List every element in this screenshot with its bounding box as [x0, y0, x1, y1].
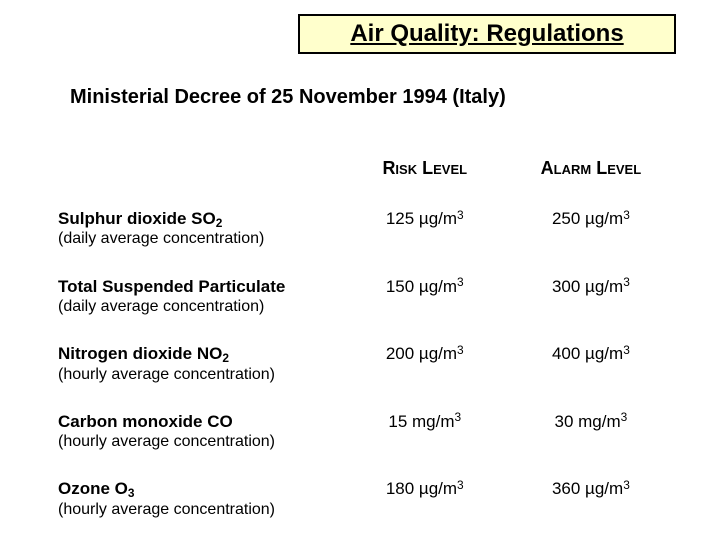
pollutant-name: Nitrogen dioxide NO2: [58, 344, 332, 364]
pollutant-note: (hourly average concentration): [58, 365, 332, 384]
subtitle: Ministerial Decree of 25 November 1994 (…: [70, 86, 506, 109]
alarm-value: 360 µg/m3: [508, 479, 674, 499]
regulations-table: Risk Level Alarm Level Sulphur dioxide S…: [58, 158, 674, 547]
title-box: Air Quality: Regulations: [298, 14, 676, 54]
table-row: Sulphur dioxide SO2(daily average concen…: [58, 209, 674, 249]
header-risk: Risk Level: [342, 158, 508, 179]
pollutant-cell: Nitrogen dioxide NO2(hourly average conc…: [58, 344, 342, 384]
risk-value: 125 µg/m3: [342, 209, 508, 229]
pollutant-note: (hourly average concentration): [58, 500, 332, 519]
alarm-value: 30 mg/m3: [508, 412, 674, 432]
pollutant-name: Sulphur dioxide SO2: [58, 209, 332, 229]
alarm-value: 250 µg/m3: [508, 209, 674, 229]
header-alarm: Alarm Level: [508, 158, 674, 179]
risk-value: 200 µg/m3: [342, 344, 508, 364]
page-title: Air Quality: Regulations: [350, 20, 623, 48]
pollutant-cell: Carbon monoxide CO(hourly average concen…: [58, 412, 342, 452]
risk-value: 180 µg/m3: [342, 479, 508, 499]
pollutant-cell: Sulphur dioxide SO2(daily average concen…: [58, 209, 342, 249]
table-row: Carbon monoxide CO(hourly average concen…: [58, 412, 674, 452]
pollutant-cell: Total Suspended Particulate(daily averag…: [58, 277, 342, 317]
alarm-value: 400 µg/m3: [508, 344, 674, 364]
table-header-row: Risk Level Alarm Level: [58, 158, 674, 179]
pollutant-name: Ozone O3: [58, 479, 332, 499]
risk-value: 15 mg/m3: [342, 412, 508, 432]
pollutant-cell: Ozone O3(hourly average concentration): [58, 479, 342, 519]
pollutant-note: (hourly average concentration): [58, 432, 332, 451]
pollutant-note: (daily average concentration): [58, 297, 332, 316]
table-row: Nitrogen dioxide NO2(hourly average conc…: [58, 344, 674, 384]
table-row: Total Suspended Particulate(daily averag…: [58, 277, 674, 317]
pollutant-note: (daily average concentration): [58, 229, 332, 248]
alarm-value: 300 µg/m3: [508, 277, 674, 297]
risk-value: 150 µg/m3: [342, 277, 508, 297]
pollutant-name: Carbon monoxide CO: [58, 412, 332, 432]
table-row: Ozone O3(hourly average concentration)18…: [58, 479, 674, 519]
pollutant-name: Total Suspended Particulate: [58, 277, 332, 297]
